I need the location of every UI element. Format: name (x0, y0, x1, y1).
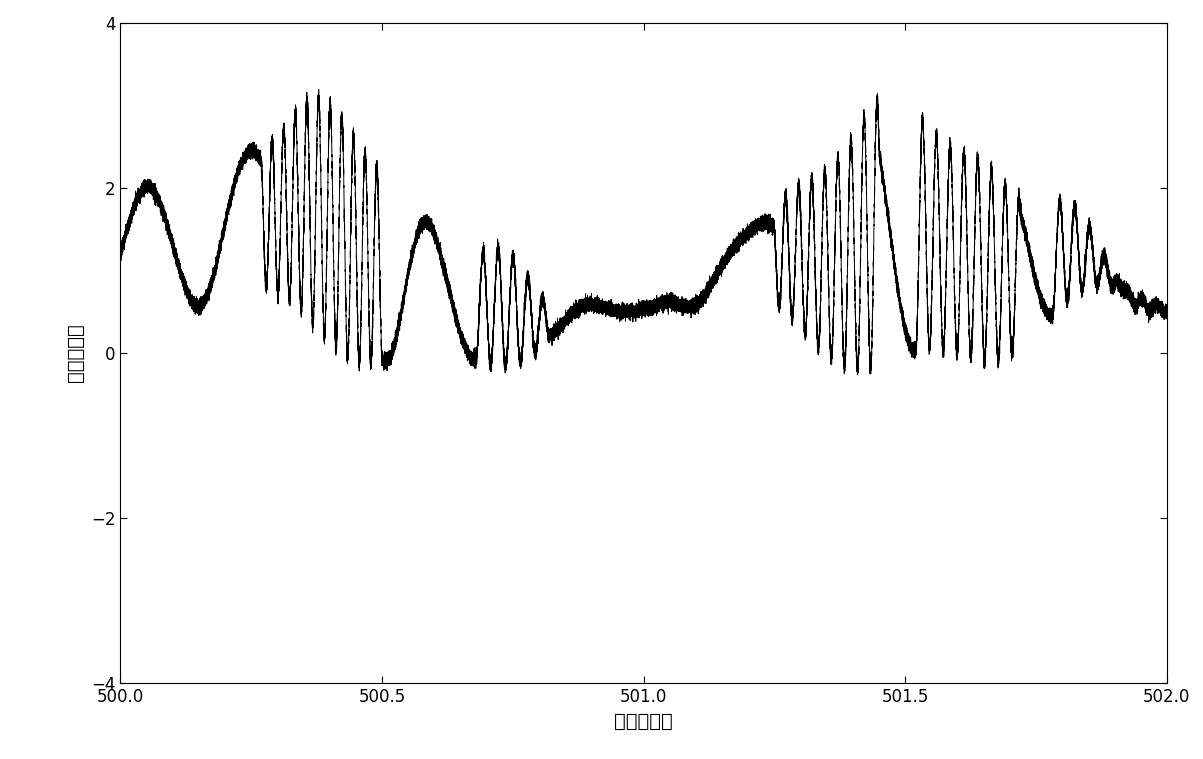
Y-axis label: （次）幅値: （次）幅値 (66, 323, 85, 383)
X-axis label: 时间（秒）: 时间（秒） (615, 711, 672, 730)
